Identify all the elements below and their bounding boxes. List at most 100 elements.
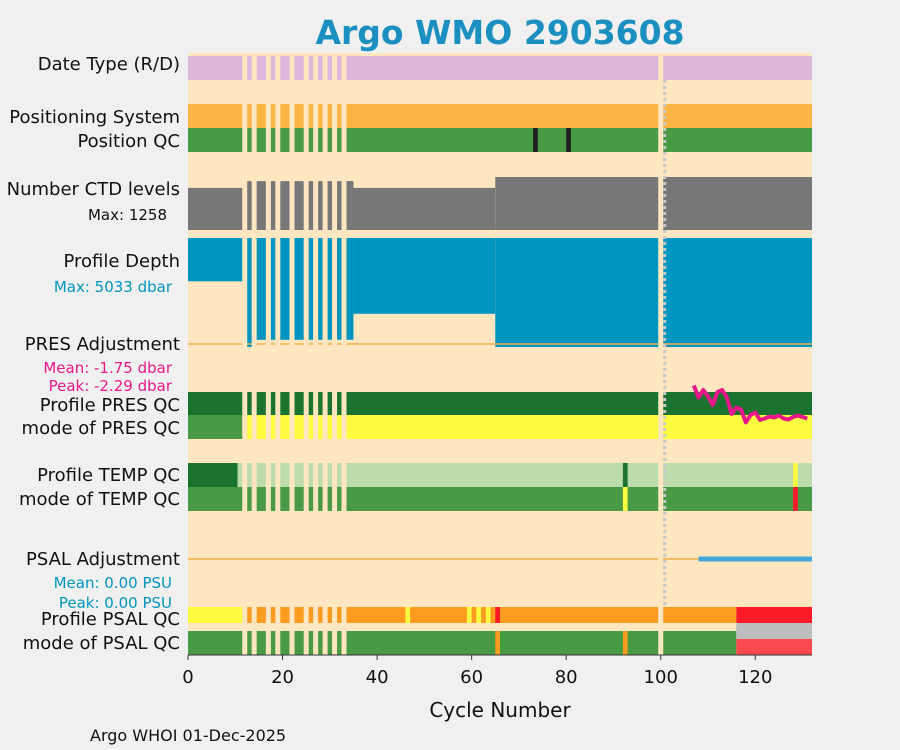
missing-cycle-gap-7-1: [322, 104, 328, 230]
x-tick-label-60: 60: [460, 667, 483, 688]
missing-cycle-gap-7-0: [322, 56, 328, 80]
label-psal-peak: Peak: 0.00 PSU: [59, 594, 172, 612]
profile-psal-qc-segment-7: [736, 607, 812, 623]
missing-cycle-gap-5-0: [303, 56, 309, 80]
ctd-levels-bar-1: [244, 181, 354, 230]
label-mode-psal-qc: mode of PSAL QC: [23, 633, 180, 654]
missing-cycle-gap-4-4: [289, 607, 295, 655]
label-number-ctd-levels: Number CTD levels: [7, 179, 180, 200]
positioning-segment-0: [188, 104, 812, 128]
profile-psal-qc-segment-4: [476, 607, 482, 623]
reference-cycle-line: [658, 53, 667, 655]
position-qc-segment-2: [566, 128, 571, 152]
mode-psal-qc-lower-segment-0: [736, 639, 812, 655]
ctd-levels-bar-0: [188, 187, 245, 230]
missing-cycle-gap-9-3: [341, 392, 347, 511]
mode-temp-qc-segment-2: [793, 487, 798, 511]
profile-psal-qc-segment-6: [495, 607, 500, 623]
missing-cycle-gap-1-1: [251, 104, 257, 230]
chart-title: Argo WMO 2903608: [315, 13, 684, 52]
ctd-levels-bar-2: [353, 187, 496, 230]
chart-marks: [188, 56, 813, 655]
missing-cycle-gap-7-4: [322, 607, 328, 655]
missing-cycle-gap-2-4: [265, 607, 271, 655]
mode-pres-qc-segment-0: [188, 415, 245, 439]
missing-cycle-gap-5-3: [303, 392, 309, 511]
x-tick-label-0: 0: [182, 667, 193, 688]
mode-temp-qc-segment-0: [188, 487, 812, 511]
label-date-type: Date Type (R/D): [38, 54, 180, 75]
profile-temp-qc-segment-2: [622, 463, 628, 487]
label-psal-mean: Mean: 0.00 PSU: [54, 574, 172, 592]
label-psal-adjustment: PSAL Adjustment: [26, 549, 180, 570]
missing-cycle-gap-0-2: [242, 238, 248, 347]
missing-cycle-gap-8-0: [332, 56, 338, 80]
label-depth-max: Max: 5033 dbar: [54, 278, 173, 296]
missing-cycle-gap-5-2: [303, 238, 309, 347]
x-tick-label-100: 100: [644, 667, 678, 688]
label-pres-adjustment: PRES Adjustment: [25, 334, 180, 355]
profile-psal-qc-segment-1: [244, 607, 737, 623]
missing-cycle-gap-7-3: [322, 392, 328, 511]
missing-cycle-gap-5-4: [303, 607, 309, 655]
label-mode-temp-qc: mode of TEMP QC: [19, 489, 180, 510]
label-pres-mean: Mean: -1.75 dbar: [43, 359, 173, 377]
missing-cycle-gap-1-4: [251, 607, 257, 655]
pres-adjustment-series-line: [691, 384, 808, 425]
label-profile-psal-qc: Profile PSAL QC: [41, 609, 180, 630]
missing-cycle-gap-3-3: [275, 392, 281, 511]
missing-cycle-gap-2-0: [265, 56, 271, 80]
missing-cycle-gap-9-4: [341, 607, 347, 655]
missing-cycle-gap-3-2: [275, 238, 281, 347]
missing-cycle-gap-6-1: [313, 104, 319, 230]
missing-cycle-gap-0-4: [242, 607, 248, 655]
label-positioning-system: Positioning System: [9, 107, 180, 128]
profile-psal-qc-segment-0: [188, 607, 245, 623]
missing-cycle-gap-1-0: [251, 56, 257, 80]
profile-pres-qc-segment-0: [188, 392, 812, 415]
missing-cycle-gap-0-0: [242, 56, 248, 80]
mode-psal-qc-segment-1: [495, 631, 500, 655]
missing-cycle-gap-8-2: [332, 238, 338, 347]
label-position-qc: Position QC: [77, 131, 180, 152]
missing-cycle-gap-2-3: [265, 392, 271, 511]
label-pres-peak: Peak: -2.29 dbar: [49, 377, 173, 395]
x-tick-label-120: 120: [738, 667, 772, 688]
missing-cycle-gap-9-2: [341, 238, 347, 347]
missing-cycle-gap-4-1: [289, 104, 295, 230]
position-qc-segment-1: [533, 128, 538, 152]
mode-psal-qc-segment-3: [736, 623, 812, 639]
date-type-segment-0: [188, 56, 812, 80]
missing-cycle-gap-0-3: [242, 392, 248, 511]
position-qc-segment-0: [188, 128, 812, 152]
missing-cycle-gap-9-1: [341, 104, 347, 230]
profile-depth-bar-4: [495, 238, 812, 347]
x-axis: 0 20 40 60 80 100 120: [182, 654, 812, 688]
row-labels: Date Type (R/D) Positioning System Posit…: [7, 54, 180, 654]
label-ctd-max: Max: 1258: [88, 206, 167, 224]
profile-depth-bar-0: [188, 238, 245, 282]
mode-temp-qc-segment-1: [622, 487, 628, 511]
missing-cycle-gap-4-3: [289, 392, 295, 511]
mode-pres-qc-segment-1: [244, 415, 812, 439]
missing-cycle-gap-1-3: [251, 392, 257, 511]
missing-cycle-gap-3-4: [275, 607, 281, 655]
missing-cycle-gap-4-0: [289, 56, 295, 80]
missing-cycle-gap-1-2: [251, 238, 257, 347]
profile-psal-qc-segment-5: [485, 607, 491, 623]
x-tick-label-20: 20: [271, 667, 294, 688]
missing-cycle-gap-3-1: [275, 104, 281, 230]
label-mode-pres-qc: mode of PRES QC: [22, 418, 180, 439]
missing-cycle-gap-5-1: [303, 104, 309, 230]
missing-cycle-gap-6-3: [313, 392, 319, 511]
profile-depth-bar-3: [353, 238, 496, 314]
missing-cycle-gap-2-2: [265, 238, 271, 347]
profile-psal-qc-segment-2: [405, 607, 411, 623]
missing-cycle-gap-3-0: [275, 56, 281, 80]
missing-cycle-gap-6-0: [313, 56, 319, 80]
missing-cycle-gap-4-2: [289, 238, 295, 347]
label-profile-temp-qc: Profile TEMP QC: [37, 465, 180, 486]
label-profile-depth: Profile Depth: [63, 251, 180, 272]
x-tick-label-80: 80: [555, 667, 578, 688]
profile-depth-bar-1: [244, 238, 255, 347]
